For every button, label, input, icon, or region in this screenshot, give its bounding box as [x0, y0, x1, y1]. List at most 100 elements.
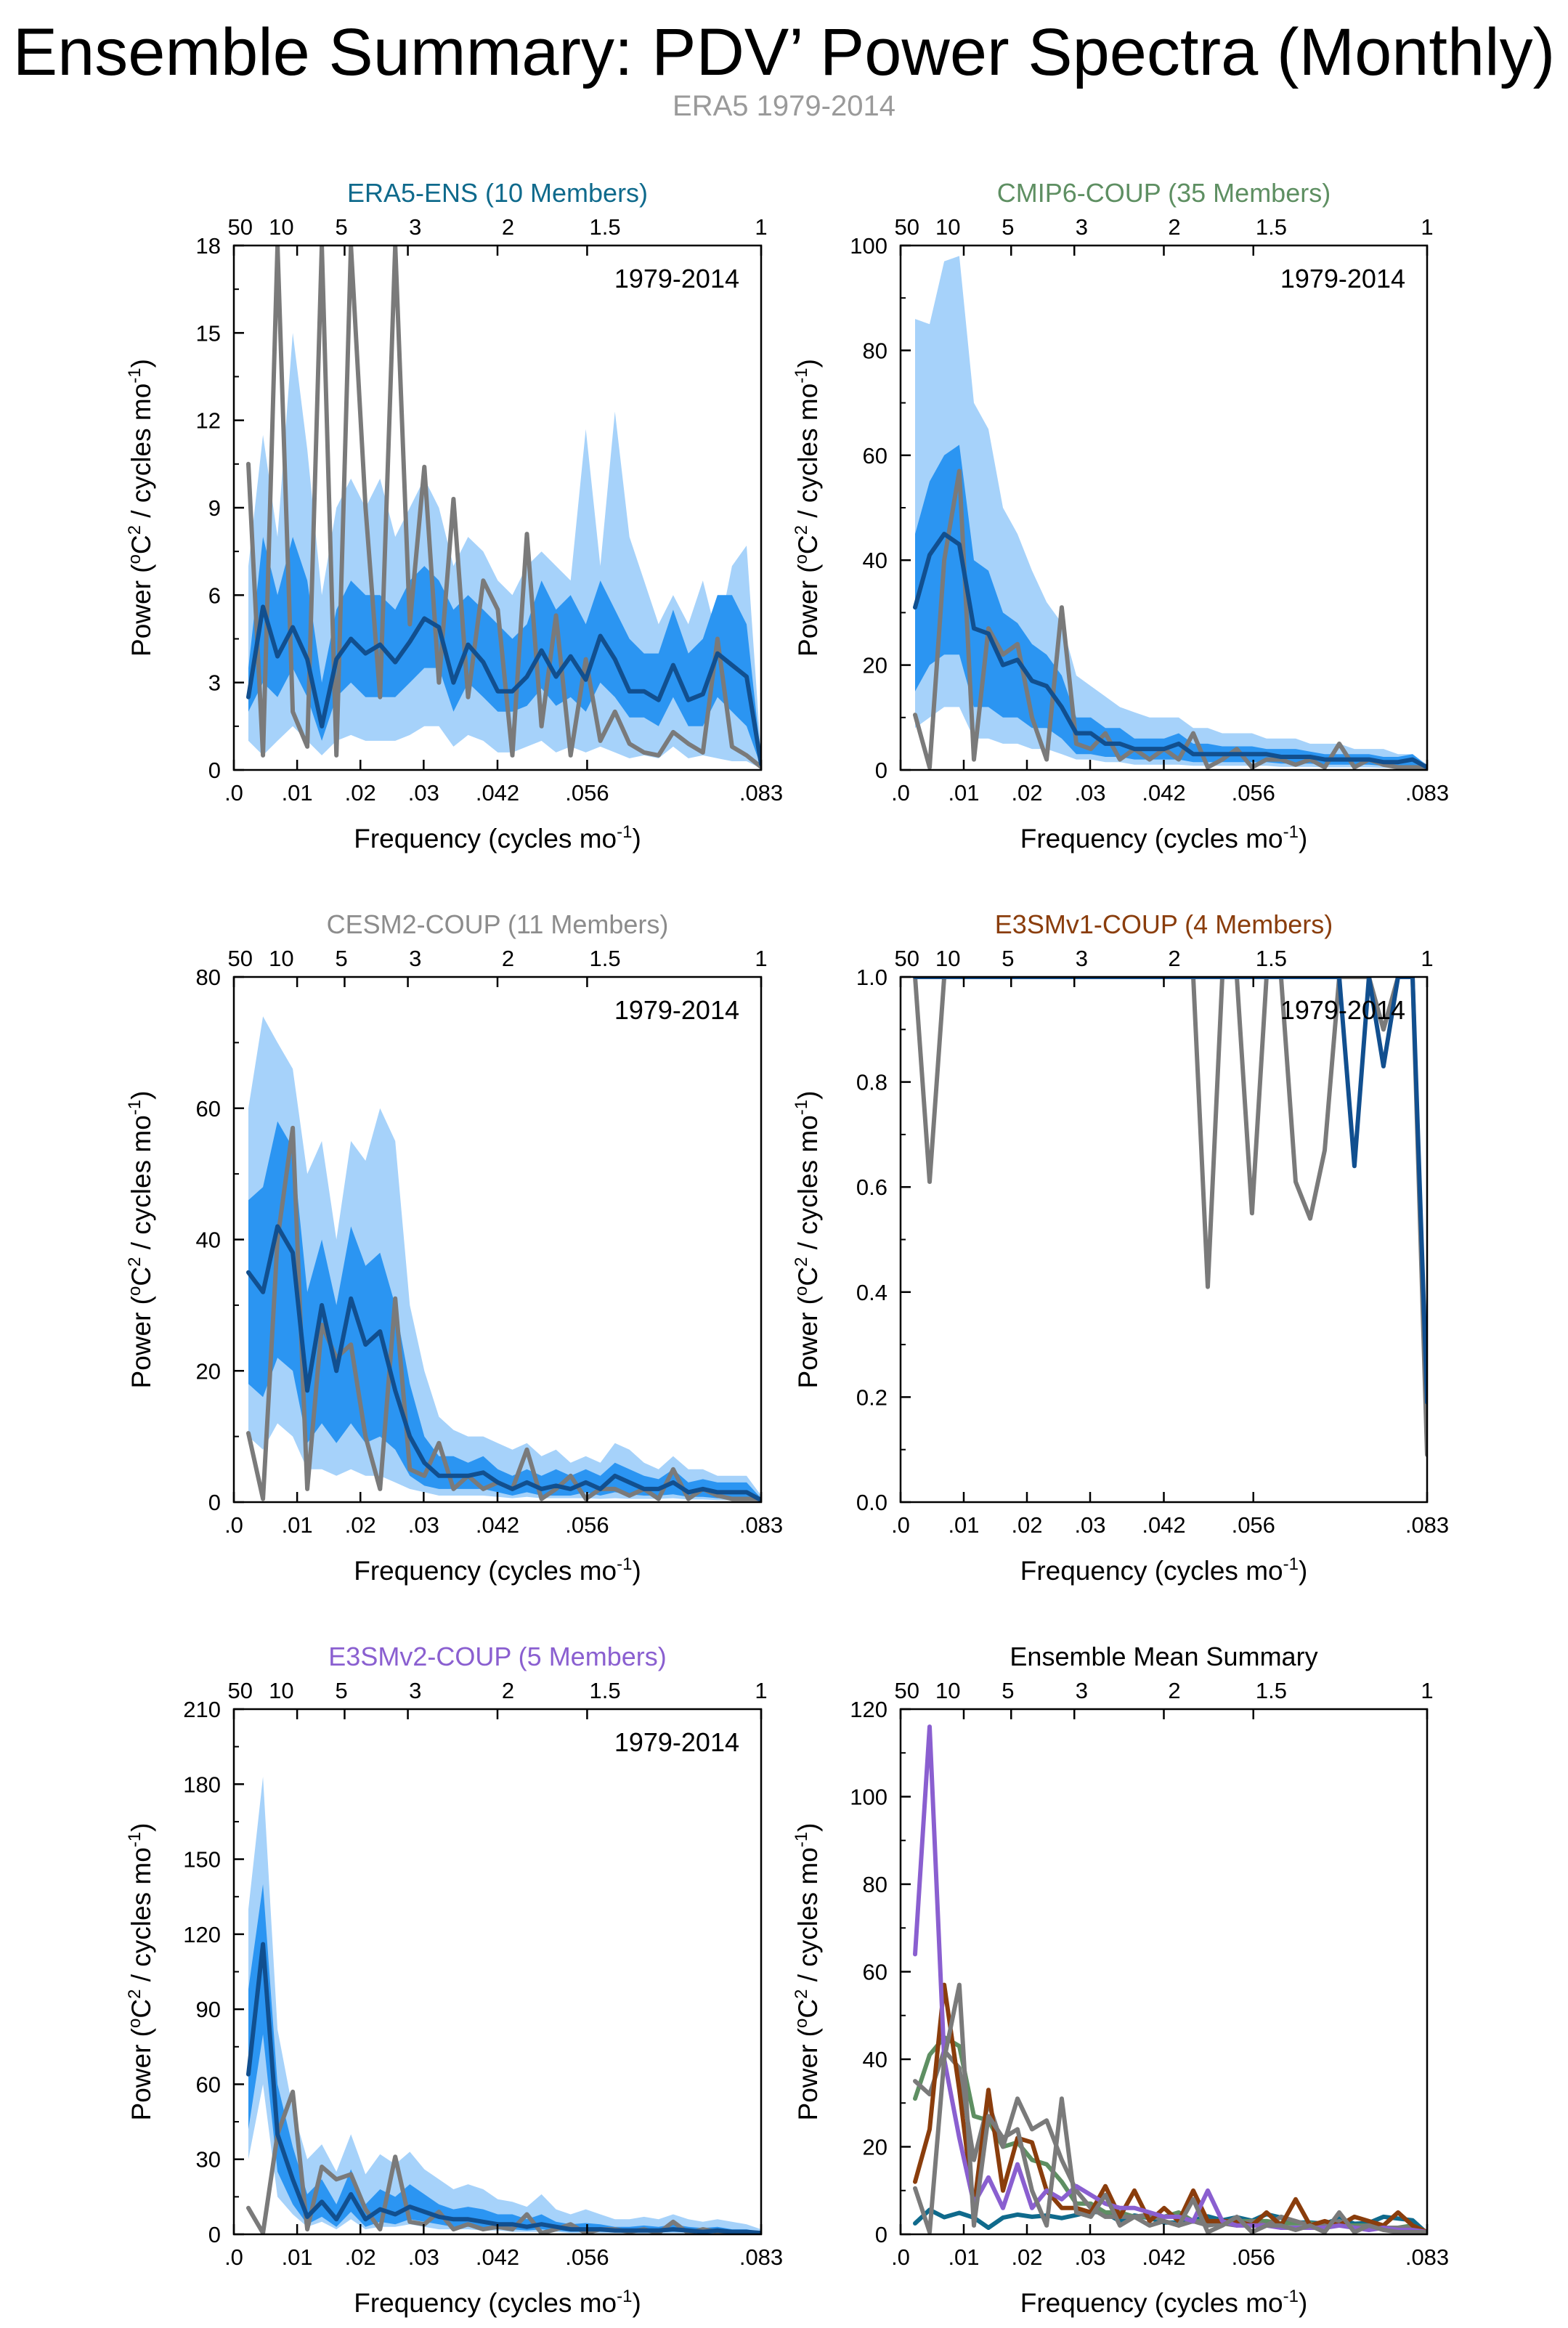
mean-series-line-5 — [913, 1724, 1427, 2234]
y-axis-label-part: -1 — [792, 1100, 811, 1115]
y-axis-label-part: -1 — [125, 1100, 145, 1115]
top-tick-label: 1 — [1421, 214, 1433, 240]
y-tick-label: 30 — [196, 2147, 221, 2173]
x-tick-label: .03 — [408, 1512, 439, 1538]
x-axis-label-end: ) — [632, 2288, 641, 2318]
y-tick-label: 0 — [875, 758, 887, 783]
x-tick-label: .083 — [1405, 780, 1449, 806]
x-tick-label: .056 — [565, 780, 609, 806]
panel-title: Ensemble Mean Summary — [1010, 1642, 1317, 1671]
top-tick-label: 50 — [894, 1678, 919, 1703]
observation-line — [913, 977, 1427, 1457]
chart-panel-5: 0306090120150180210.0.01.02.03.042.056.0… — [125, 1642, 783, 2318]
x-tick-label: .02 — [345, 780, 376, 806]
x-axis-label-sup: -1 — [617, 822, 632, 842]
y-tick-label: 6 — [208, 583, 221, 608]
y-tick-label: 0.4 — [856, 1280, 887, 1305]
y-axis-label: Power (oC2 / cycles mo-1) — [792, 1823, 823, 2121]
x-tick-label: .042 — [1142, 1512, 1185, 1538]
x-tick-label: .083 — [1405, 2244, 1449, 2270]
y-axis-label-part: o — [125, 1286, 145, 1296]
x-tick-label: .0 — [224, 780, 243, 806]
top-tick-label: 2 — [502, 214, 514, 240]
y-tick-label: 100 — [850, 233, 887, 259]
spread-band-inner — [248, 1121, 761, 1502]
top-tick-label: 5 — [1002, 1678, 1014, 1703]
y-axis-label-part: ) — [126, 1091, 156, 1100]
x-tick-label: .042 — [1142, 2244, 1185, 2270]
y-tick-label: 0.8 — [856, 1070, 887, 1095]
x-tick-label: .03 — [408, 2244, 439, 2270]
plot-area — [913, 256, 1427, 770]
y-axis-label-part: C — [126, 1267, 156, 1286]
top-tick-label: 50 — [894, 214, 919, 240]
y-axis-label: Power (oC2 / cycles mo-1) — [125, 1823, 156, 2121]
y-tick-label: 20 — [196, 1358, 221, 1384]
y-axis-label-part: o — [125, 2019, 145, 2028]
ensemble-mean-line — [913, 532, 1427, 770]
y-tick-label: 40 — [863, 2047, 887, 2072]
y-axis-label-part: 2 — [125, 1990, 145, 1999]
spread-band-outer — [915, 256, 1427, 770]
y-tick-label: 40 — [196, 1228, 221, 1253]
x-axis-label-sup: -1 — [1283, 1554, 1299, 1574]
x-tick-label: .02 — [1011, 2244, 1042, 2270]
y-axis-label-part: Power ( — [126, 1295, 156, 1388]
y-axis-label: Power (oC2 / cycles mo-1) — [125, 1091, 156, 1389]
figure-subtitle: ERA5 1979-2014 — [673, 90, 895, 122]
y-axis-label-part: 2 — [125, 1257, 145, 1267]
top-tick-label: 3 — [1076, 946, 1088, 971]
x-tick-label: .056 — [1232, 2244, 1275, 2270]
y-axis-label-part: 2 — [792, 1257, 811, 1267]
x-tick-label: .01 — [282, 2244, 313, 2270]
x-tick-label: .03 — [408, 780, 439, 806]
top-tick-label: 50 — [227, 214, 252, 240]
y-tick-label: 0 — [208, 2222, 221, 2247]
mean-series-line-6 — [913, 1982, 1427, 2234]
x-tick-label: .056 — [565, 1512, 609, 1538]
plot-area — [246, 1016, 761, 1502]
y-axis-label-part: / cycles mo — [793, 1847, 823, 1989]
spread-band-inner — [915, 445, 1427, 769]
x-tick-label: .056 — [1232, 780, 1275, 806]
top-tick-label: 1 — [755, 1678, 767, 1703]
y-axis-label-part: -1 — [792, 1832, 811, 1847]
chart-panel-3: 0 20 40 60 80 .0 .01 .02 .03 .042 .056 .083 50 10 5 3 2 1… — [125, 909, 783, 1586]
plot-area — [246, 246, 761, 769]
y-tick-label: 0 — [208, 758, 221, 783]
chart-panel-2: 0 20 40 60 80 100 .0 .01 .02 .03 .042 .056 .083 50 10 5… — [792, 178, 1449, 853]
y-axis-label-part: ) — [126, 359, 156, 368]
top-tick-label: 2 — [1168, 946, 1180, 971]
top-tick-label: 3 — [409, 214, 421, 240]
y-tick-label: 40 — [863, 548, 887, 573]
mean-series-line-3 — [913, 2048, 1427, 2234]
y-tick-label: 0.2 — [856, 1384, 887, 1410]
ensemble-mean-line — [913, 977, 1427, 1405]
top-tick-label: 1.5 — [1256, 946, 1287, 971]
x-axis-label-text: Frequency (cycles mo — [354, 1556, 617, 1586]
y-axis-label-part: ) — [126, 1823, 156, 1832]
x-tick-label: .01 — [948, 780, 979, 806]
x-tick-label: .02 — [1011, 780, 1042, 806]
chart-panel-6: 0 20 40 60 80 100 120 .0 .01 .02 .03 .042 .056 .083 50… — [792, 1642, 1449, 2318]
y-tick-label: 60 — [863, 443, 887, 469]
panel-title: E3SMv2-COUP (5 Members) — [328, 1642, 666, 1671]
x-tick-label: .01 — [948, 1512, 979, 1538]
x-tick-label: .0 — [891, 1512, 910, 1538]
x-axis-label-end: ) — [1299, 2288, 1307, 2318]
x-tick-label: .02 — [1011, 1512, 1042, 1538]
y-tick-label: 3 — [208, 670, 221, 696]
top-tick-label: 1 — [1421, 1678, 1433, 1703]
x-axis-label-text: Frequency (cycles mo — [1020, 824, 1283, 853]
top-tick-label: 1.5 — [1256, 1678, 1287, 1703]
x-tick-label: .042 — [476, 1512, 519, 1538]
y-axis-label-part: / cycles mo — [126, 1115, 156, 1257]
y-axis-label-part: C — [793, 1267, 823, 1286]
top-tick-label: 10 — [269, 214, 293, 240]
y-tick-label: 80 — [196, 965, 221, 990]
x-axis-label-end: ) — [1299, 1556, 1307, 1586]
y-axis-label-part: Power ( — [793, 1295, 823, 1388]
x-axis-label: Frequency (cycles mo-1) — [354, 2287, 641, 2318]
x-tick-label: .02 — [345, 2244, 376, 2270]
x-axis-label-text: Frequency (cycles mo — [1020, 1556, 1283, 1586]
